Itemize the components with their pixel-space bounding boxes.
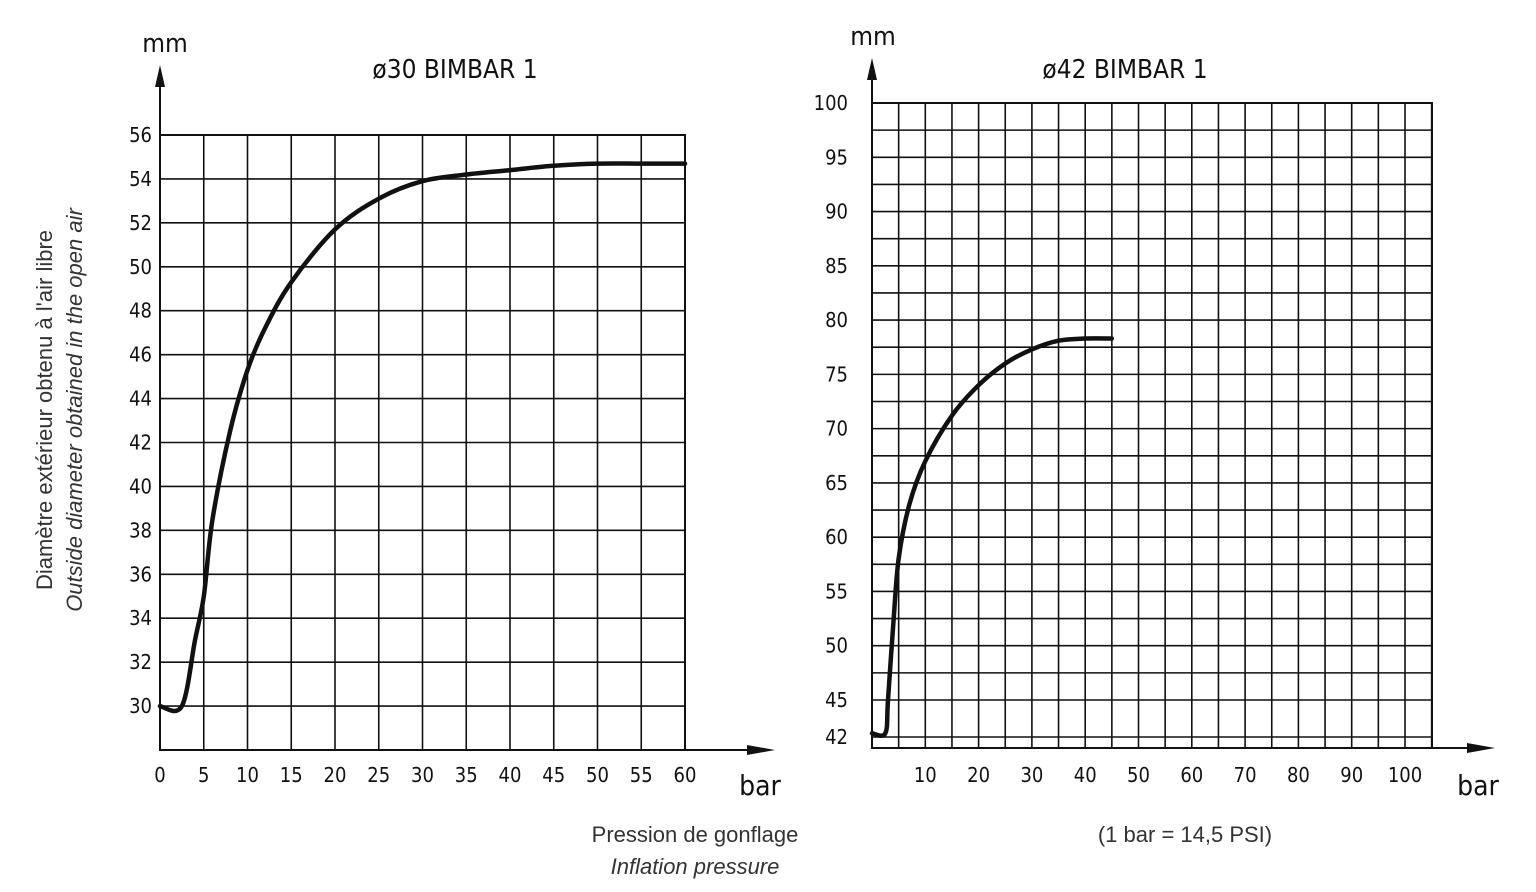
y-tick-label: 100: [814, 91, 848, 115]
y-tick-label: 52: [129, 211, 152, 235]
x-tick-label: 80: [1287, 763, 1310, 787]
x-tick-label: 20: [967, 763, 990, 787]
y-tick-label: 34: [129, 606, 152, 630]
x-tick-label: 40: [499, 763, 522, 787]
x-axis-arrow: [1467, 743, 1495, 753]
y-tick-label: 36: [129, 562, 152, 586]
x-tick-label: 100: [1388, 763, 1422, 787]
plot-frame: [871, 102, 1433, 749]
x-axis-caption-fr: Pression de gonflage: [591, 822, 799, 847]
conversion-note: (1 bar = 14,5 PSI): [1097, 822, 1273, 847]
x-tick-label: 60: [1180, 763, 1203, 787]
y-tick-label: 56: [129, 123, 152, 147]
x-unit-label: bar: [1457, 769, 1499, 802]
x-tick-label: 40: [1074, 763, 1097, 787]
series-line: [157, 161, 688, 714]
y-tick-label: 30: [129, 694, 152, 718]
x-tick-label: 10: [236, 763, 259, 787]
x-tick-label: 60: [674, 763, 697, 787]
y-tick-label: 50: [129, 255, 152, 279]
x-tick-label: 30: [411, 763, 434, 787]
x-tick-label: 55: [630, 763, 653, 787]
y-tick-label: 38: [129, 518, 152, 542]
y-tick-label: 85: [825, 254, 848, 278]
x-tick-label: 10: [914, 763, 937, 787]
chart-2: ø42 BIMBAR 1 mm bar 42 45 50 55 60 65 70 75 80 85 90 9…: [814, 22, 1500, 802]
x-tick-label: 15: [280, 763, 303, 787]
y-axis-caption-fr: Diamètre extérieur obtenu à l'air libre: [32, 229, 57, 591]
y-tick-label: 46: [129, 343, 152, 367]
x-tick-label: 30: [1020, 763, 1043, 787]
y-tick-label: 32: [129, 650, 152, 674]
y-axis-caption: Diamètre extérieur obtenu à l'air libre …: [20, 170, 100, 650]
y-tick-label: 42: [825, 725, 848, 749]
y-tick-label: 60: [825, 525, 848, 549]
y-tick-label: 70: [825, 417, 848, 441]
x-tick-label: 0: [154, 763, 165, 787]
series-line: [869, 336, 1115, 739]
grid: [871, 102, 1433, 748]
y-tick-label: 65: [825, 471, 848, 495]
x-tick-label: 90: [1340, 763, 1363, 787]
x-tick-label: 35: [455, 763, 478, 787]
y-axis-arrow: [155, 65, 165, 87]
x-tick-label: 25: [367, 763, 390, 787]
y-tick-label: 75: [825, 362, 848, 386]
x-axis-arrow: [747, 745, 775, 755]
chart-title: ø30 BIMBAR 1: [372, 55, 537, 85]
y-axis-arrow: [867, 58, 877, 80]
grid: [159, 134, 686, 750]
y-tick-label: 44: [129, 387, 152, 411]
x-tick-label: 45: [542, 763, 565, 787]
chart-1: ø30 BIMBAR 1mmbar30323436384042444648505…: [129, 29, 781, 802]
x-tick-label: 5: [198, 763, 209, 787]
x-axis-caption-en: Inflation pressure: [610, 854, 780, 879]
y-tick-label: 95: [825, 145, 848, 169]
x-tick-label: 70: [1234, 763, 1257, 787]
y-unit-label: mm: [142, 29, 188, 59]
y-unit-label: mm: [850, 22, 896, 52]
y-tick-label: 42: [129, 431, 152, 455]
x-tick-label: 50: [1127, 763, 1150, 787]
x-unit-label: bar: [739, 769, 781, 802]
y-tick-label: 48: [129, 299, 152, 323]
y-tick-label: 54: [129, 167, 152, 191]
y-tick-label: 55: [825, 579, 848, 603]
y-tick-label: 45: [825, 688, 848, 712]
chart-title: ø42 BIMBAR 1: [1042, 55, 1207, 85]
y-tick-label: 80: [825, 308, 848, 332]
y-axis-caption-en: Outside diameter obtained in the open ai…: [62, 208, 87, 612]
y-tick-label: 90: [825, 200, 848, 224]
y-tick-label: 50: [825, 634, 848, 658]
x-tick-label: 50: [586, 763, 609, 787]
y-tick-label: 40: [129, 474, 152, 498]
x-tick-label: 20: [324, 763, 347, 787]
